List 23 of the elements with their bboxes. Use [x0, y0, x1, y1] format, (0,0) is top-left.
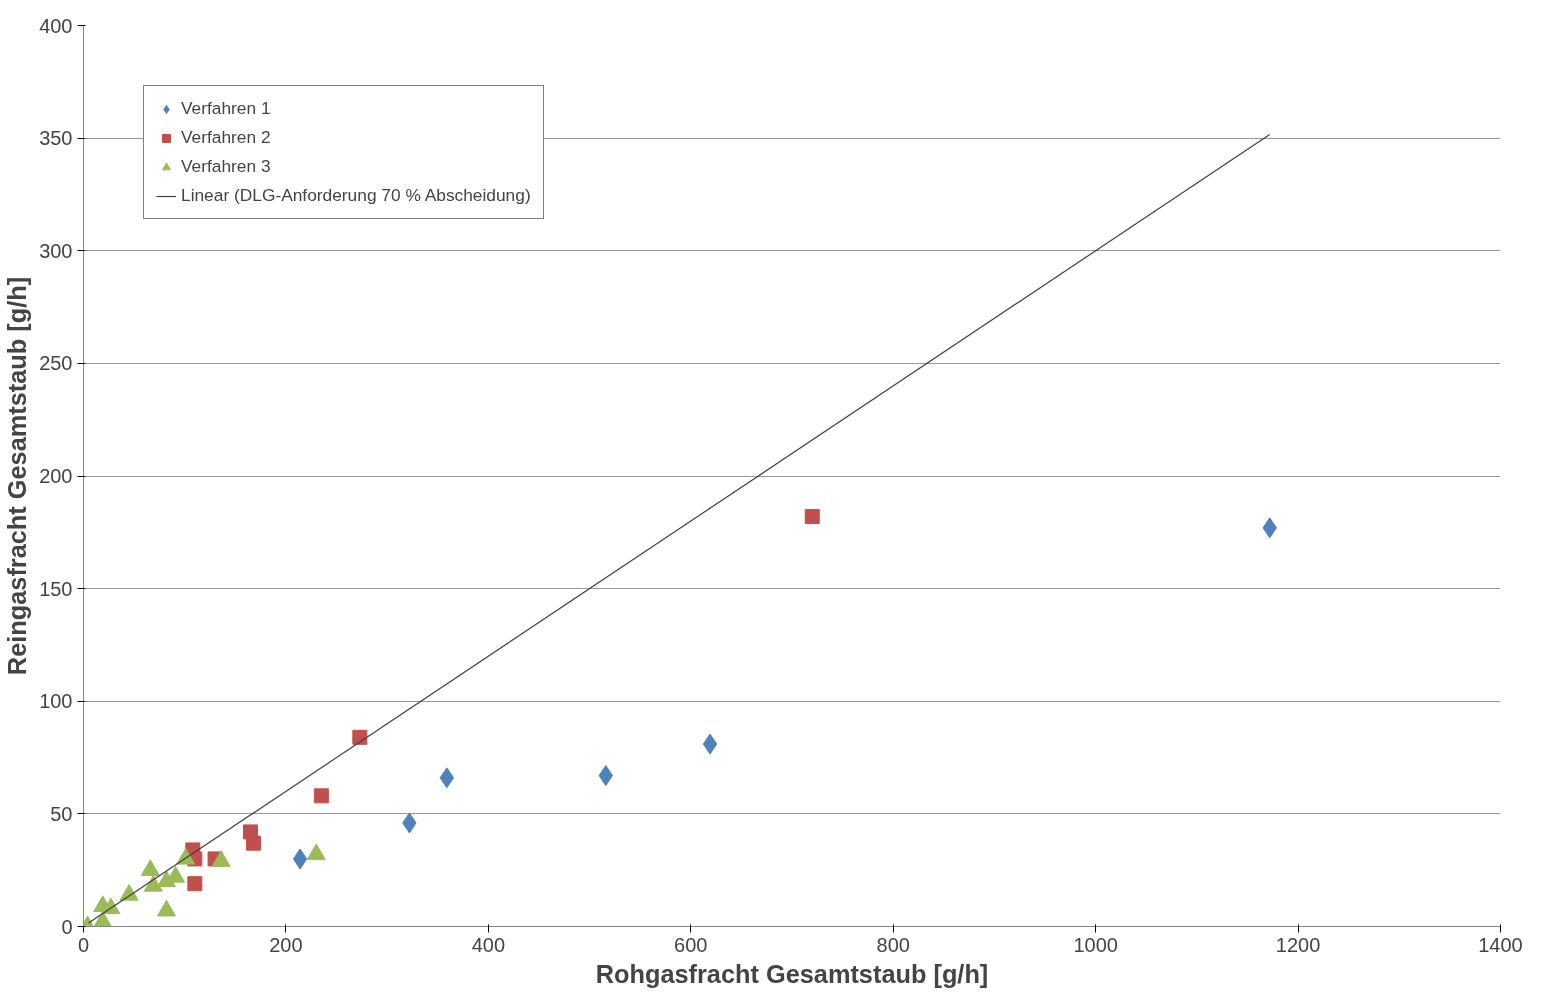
legend-label: Verfahren 3: [181, 156, 271, 177]
x-axis-title: Rohgasfracht Gesamtstaub [g/h]: [595, 959, 989, 988]
x-tick-label: 800: [876, 933, 910, 956]
x-tick-label: 1200: [1275, 933, 1321, 956]
y-tick-label: 150: [39, 577, 73, 600]
y-tick-label: 200: [39, 465, 73, 487]
x-tick-label: 1000: [1073, 933, 1118, 956]
y-tick-label: 100: [39, 690, 73, 713]
y-tick-label: 350: [39, 127, 73, 150]
legend-label: Verfahren 1: [181, 98, 271, 119]
x-tick-label: 1400: [1478, 933, 1523, 956]
x-tick-label: 400: [471, 933, 506, 956]
x-tick-label: 0: [77, 933, 90, 956]
y-axis-title: Reingasfracht Gesamtstaub [g/h]: [3, 276, 32, 676]
legend-label: Linear (DLG-Anforderung 70 % Abscheidung): [181, 185, 531, 206]
x-tick-label: 600: [674, 933, 708, 956]
y-tick-label: 250: [39, 352, 73, 375]
y-tick-label: 50: [50, 802, 73, 825]
legend-label: Verfahren 2: [181, 127, 271, 148]
y-tick-label: 0: [61, 915, 73, 938]
y-tick-label: 400: [39, 14, 73, 37]
y-tick-label: 300: [39, 239, 73, 262]
x-tick-label: 200: [269, 933, 303, 956]
